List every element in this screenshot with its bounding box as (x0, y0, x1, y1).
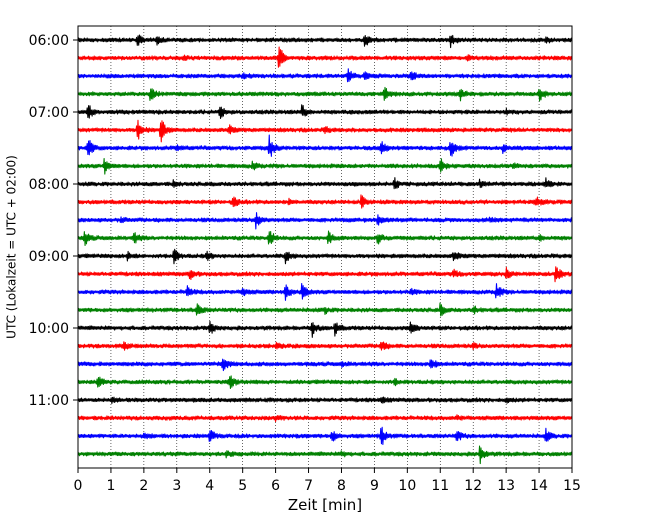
x-tick-label: 7 (304, 478, 313, 494)
y-axis-ticks: 06:00 07:00 08:00 09:00 10:00 11:00 (29, 33, 78, 409)
seismic-trace (77, 34, 573, 49)
seismic-trace (77, 396, 573, 405)
plot-frame (77, 25, 573, 469)
seismic-trace (77, 68, 573, 83)
seismic-trace (77, 266, 573, 283)
x-tick-label: 5 (238, 478, 247, 494)
x-axis-label: Zeit [min] (288, 496, 362, 514)
seismic-trace (77, 302, 573, 317)
x-tick-label: 2 (139, 478, 148, 494)
seismic-trace (77, 414, 573, 423)
x-tick-label: 15 (563, 478, 581, 494)
seismic-trace (77, 104, 573, 119)
seismic-trace (77, 341, 573, 351)
seismic-trace (77, 358, 573, 372)
y-tick-label: 10:00 (29, 321, 69, 337)
x-tick-label: 13 (497, 478, 515, 494)
y-tick-label: 06:00 (29, 33, 69, 49)
seismic-trace (77, 375, 573, 390)
x-tick-label: 12 (464, 478, 482, 494)
y-tick-label: 09:00 (29, 249, 69, 265)
seismic-trace (77, 282, 573, 301)
seismic-trace (77, 119, 573, 143)
x-tick-label: 14 (530, 478, 548, 494)
x-tick-label: 1 (106, 478, 115, 494)
x-tick-label: 6 (271, 478, 280, 494)
seismic-trace (77, 177, 573, 190)
seismic-trace (77, 157, 573, 175)
y-axis-label: UTC (Lokalzeit = UTC + 02:00) (5, 155, 19, 339)
x-tick-label: 9 (370, 478, 379, 494)
x-tick-label: 11 (431, 478, 449, 494)
seismic-trace (77, 212, 573, 230)
seismic-trace (77, 230, 573, 247)
x-tick-label: 10 (398, 478, 416, 494)
y-tick-label: 07:00 (29, 105, 69, 121)
seismic-trace (77, 445, 573, 465)
seismic-traces (77, 34, 573, 465)
seismic-trace (77, 194, 573, 209)
x-tick-label: 3 (172, 478, 181, 494)
seismic-trace (77, 134, 573, 157)
seismic-trace (77, 320, 573, 338)
x-tick-label: 0 (74, 478, 83, 494)
y-tick-label: 11:00 (29, 393, 69, 409)
seismic-trace (77, 426, 573, 446)
x-tick-label: 8 (337, 478, 346, 494)
x-tick-label: 4 (205, 478, 214, 494)
seismic-trace (77, 86, 573, 102)
y-tick-label: 08:00 (29, 177, 69, 193)
seismic-trace (77, 248, 573, 265)
seismic-trace (77, 46, 573, 68)
x-axis-ticks: 0 1 2 3 4 5 6 7 8 9 10 11 12 13 14 15 (74, 468, 581, 494)
